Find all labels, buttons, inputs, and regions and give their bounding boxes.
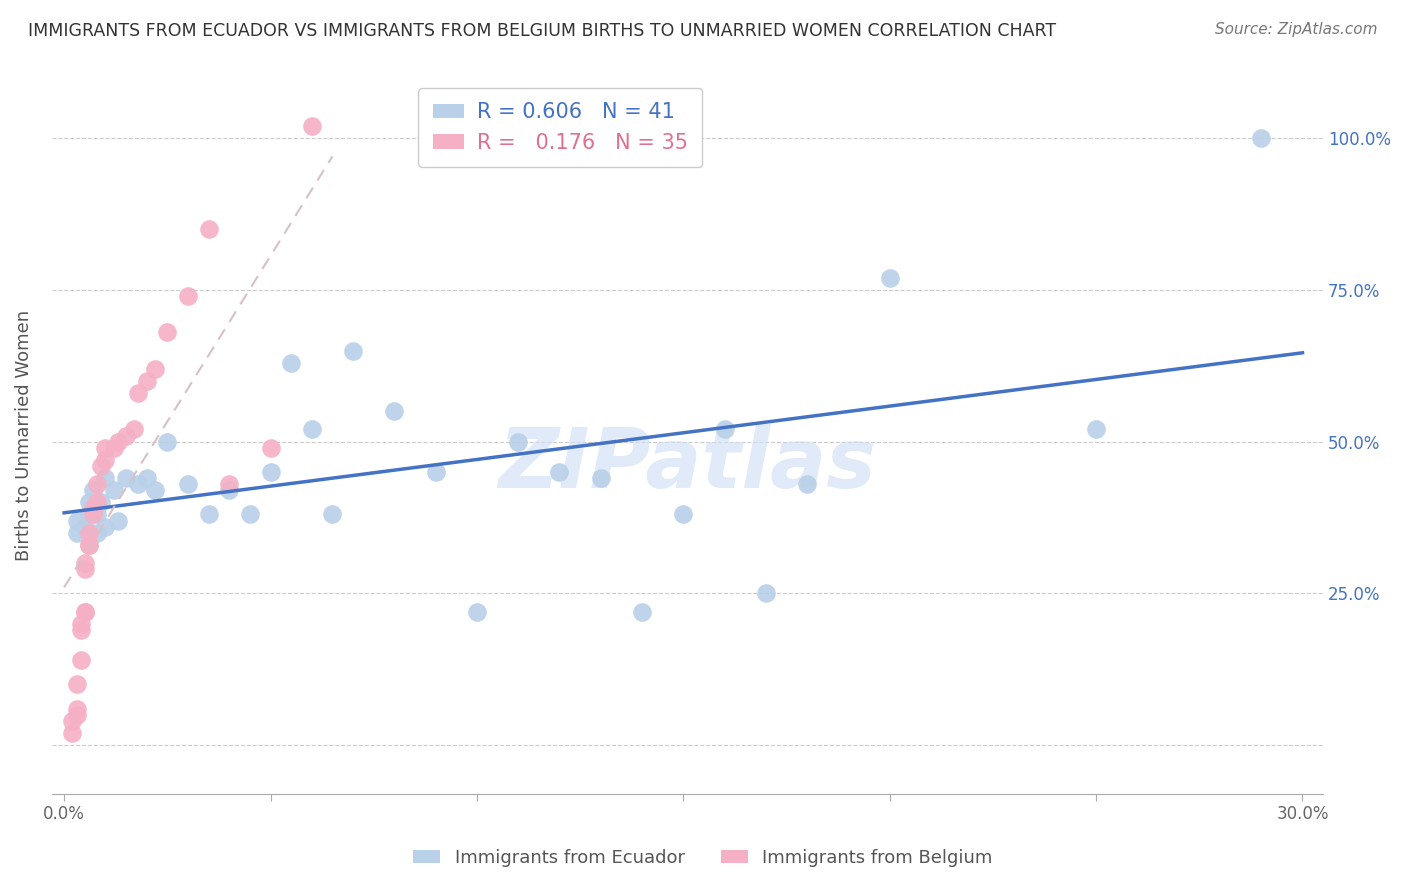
Point xyxy=(755,586,778,600)
Point xyxy=(197,508,219,522)
Point xyxy=(177,477,200,491)
Point xyxy=(73,605,96,619)
Point xyxy=(77,538,100,552)
Point xyxy=(86,508,108,522)
Point xyxy=(143,483,166,498)
Point xyxy=(94,453,117,467)
Point xyxy=(65,707,87,722)
Point xyxy=(135,374,157,388)
Point xyxy=(879,270,901,285)
Point xyxy=(82,483,104,498)
Point xyxy=(86,477,108,491)
Point xyxy=(177,289,200,303)
Point xyxy=(301,422,323,436)
Point xyxy=(86,495,108,509)
Point xyxy=(73,556,96,570)
Text: IMMIGRANTS FROM ECUADOR VS IMMIGRANTS FROM BELGIUM BIRTHS TO UNMARRIED WOMEN COR: IMMIGRANTS FROM ECUADOR VS IMMIGRANTS FR… xyxy=(28,22,1056,40)
Point xyxy=(239,508,262,522)
Point xyxy=(143,361,166,376)
Point xyxy=(218,483,240,498)
Point xyxy=(508,434,530,449)
Point xyxy=(127,386,149,401)
Point xyxy=(259,441,281,455)
Point xyxy=(197,222,219,236)
Point xyxy=(259,465,281,479)
Point xyxy=(425,465,447,479)
Point xyxy=(69,623,91,637)
Point xyxy=(77,508,100,522)
Point xyxy=(60,714,83,728)
Point xyxy=(107,434,129,449)
Point xyxy=(127,477,149,491)
Point xyxy=(796,477,818,491)
Y-axis label: Births to Unmarried Women: Births to Unmarried Women xyxy=(15,310,32,561)
Point xyxy=(77,525,100,540)
Point xyxy=(548,465,571,479)
Point xyxy=(713,422,735,436)
Point xyxy=(73,605,96,619)
Point xyxy=(77,538,100,552)
Point xyxy=(103,441,125,455)
Point xyxy=(156,434,179,449)
Point xyxy=(465,605,488,619)
Point xyxy=(65,514,87,528)
Point xyxy=(115,471,138,485)
Point xyxy=(65,702,87,716)
Point xyxy=(135,471,157,485)
Point xyxy=(73,519,96,533)
Point xyxy=(103,483,125,498)
Point xyxy=(321,508,343,522)
Point xyxy=(631,605,654,619)
Point xyxy=(73,562,96,576)
Point xyxy=(90,458,112,473)
Point xyxy=(65,677,87,691)
Point xyxy=(94,519,117,533)
Point xyxy=(82,501,104,516)
Point xyxy=(672,508,695,522)
Point xyxy=(65,525,87,540)
Point xyxy=(90,495,112,509)
Point xyxy=(69,616,91,631)
Point xyxy=(301,119,323,133)
Point xyxy=(94,441,117,455)
Point xyxy=(124,422,146,436)
Legend: R = 0.606   N = 41, R =   0.176   N = 35: R = 0.606 N = 41, R = 0.176 N = 35 xyxy=(419,87,702,168)
Point xyxy=(382,404,405,418)
Point xyxy=(280,356,302,370)
Point xyxy=(60,726,83,740)
Text: Source: ZipAtlas.com: Source: ZipAtlas.com xyxy=(1215,22,1378,37)
Point xyxy=(589,471,612,485)
Point xyxy=(69,653,91,667)
Legend: Immigrants from Ecuador, Immigrants from Belgium: Immigrants from Ecuador, Immigrants from… xyxy=(406,842,1000,874)
Point xyxy=(1250,131,1272,145)
Point xyxy=(156,326,179,340)
Point xyxy=(94,471,117,485)
Point xyxy=(115,428,138,442)
Point xyxy=(218,477,240,491)
Point xyxy=(82,508,104,522)
Point xyxy=(86,525,108,540)
Point xyxy=(342,343,364,358)
Point xyxy=(77,495,100,509)
Text: ZIPatlas: ZIPatlas xyxy=(499,424,876,505)
Point xyxy=(107,514,129,528)
Point xyxy=(1085,422,1108,436)
